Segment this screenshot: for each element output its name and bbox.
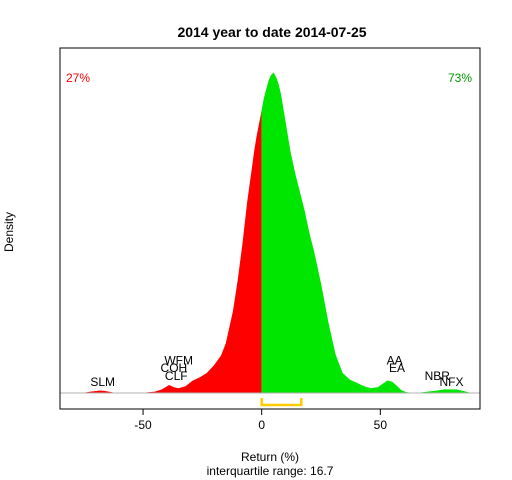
axes: -50 0 50 bbox=[59, 47, 481, 432]
chart-title: 2014 year to date 2014-07-25 bbox=[177, 24, 366, 40]
ticker-label: NBR bbox=[425, 369, 451, 383]
iqr-bracket bbox=[260, 398, 303, 407]
y-axis-label: Density bbox=[2, 212, 16, 252]
x-tick-label: 50 bbox=[374, 418, 388, 432]
density-area bbox=[67, 72, 476, 394]
ticker-label: SLM bbox=[90, 375, 115, 389]
ticker-label: AA bbox=[387, 353, 403, 367]
ticker-label: COH bbox=[161, 361, 188, 375]
ticker-label: CLF bbox=[165, 369, 188, 383]
x-tick-label: -50 bbox=[134, 418, 152, 432]
x-tick-label: 0 bbox=[258, 418, 265, 432]
x-axis-label: Return (%) bbox=[241, 450, 299, 464]
plot-frame bbox=[59, 47, 481, 410]
negative-region bbox=[67, 111, 262, 394]
ticker-label: WFM bbox=[164, 353, 193, 367]
ticker-label: EA bbox=[389, 361, 405, 375]
iqr-subtitle: interquartile range: 16.7 bbox=[207, 464, 334, 478]
ticker-label: NFX bbox=[440, 375, 464, 389]
negative-share-label: 27% bbox=[66, 71, 90, 85]
positive-region bbox=[261, 72, 476, 394]
positive-share-label: 73% bbox=[448, 71, 472, 85]
